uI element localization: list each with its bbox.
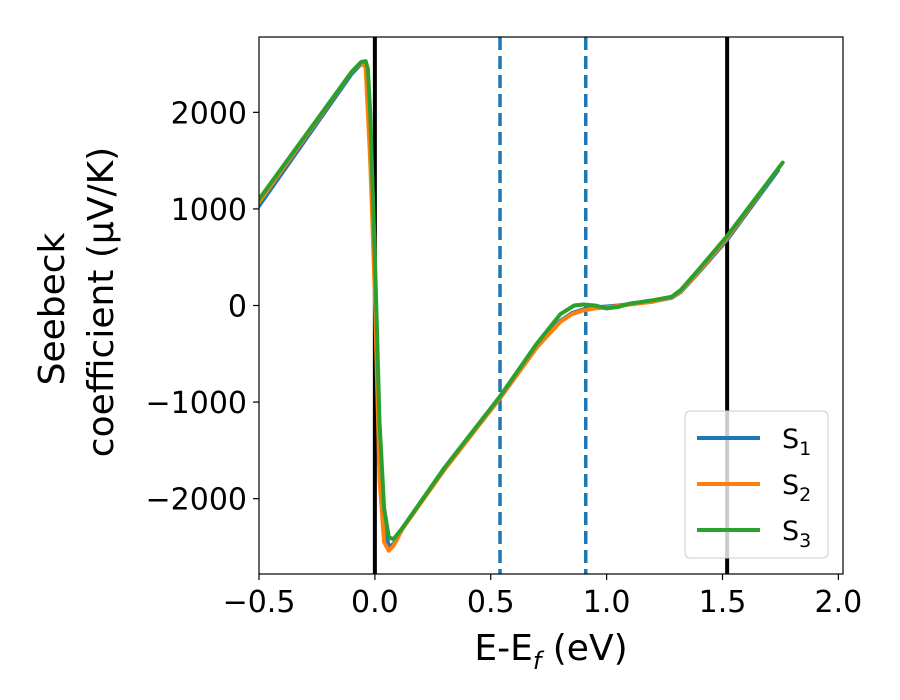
- legend-label-s3: S3: [782, 516, 811, 552]
- y-tick-label: 2000: [171, 96, 247, 131]
- x-tick-label: 1.0: [583, 585, 631, 620]
- y-axis-label-line1: Seebeck: [32, 232, 73, 385]
- legend: S1 S2 S3: [684, 410, 829, 559]
- x-tick-label: 1.5: [699, 585, 747, 620]
- x-tick-label: −0.5: [223, 585, 296, 620]
- series-layer: [259, 59, 785, 553]
- y-tick-label: −1000: [146, 386, 247, 421]
- x-axis-label: E-Ef (eV): [474, 628, 627, 675]
- x-tick-label: 2.0: [815, 585, 863, 620]
- x-tick-label: 0.5: [467, 585, 515, 620]
- y-tick-label: 0: [228, 290, 247, 325]
- y-axis: −2000 −1000 0 1000 2000: [146, 96, 259, 518]
- y-axis-label-line2: coefficient (μV/K): [81, 147, 122, 457]
- x-axis-label-unit: (eV): [541, 628, 627, 669]
- legend-label-s2: S2: [782, 470, 811, 506]
- y-tick-label: 1000: [171, 193, 247, 228]
- legend-label-s1: S1: [782, 424, 811, 460]
- y-tick-label: −2000: [146, 483, 247, 518]
- x-axis: −0.5 0.0 0.5 1.0 1.5 2.0: [223, 574, 863, 620]
- x-tick-label: 0.0: [351, 585, 399, 620]
- series-line-s3: [259, 59, 785, 542]
